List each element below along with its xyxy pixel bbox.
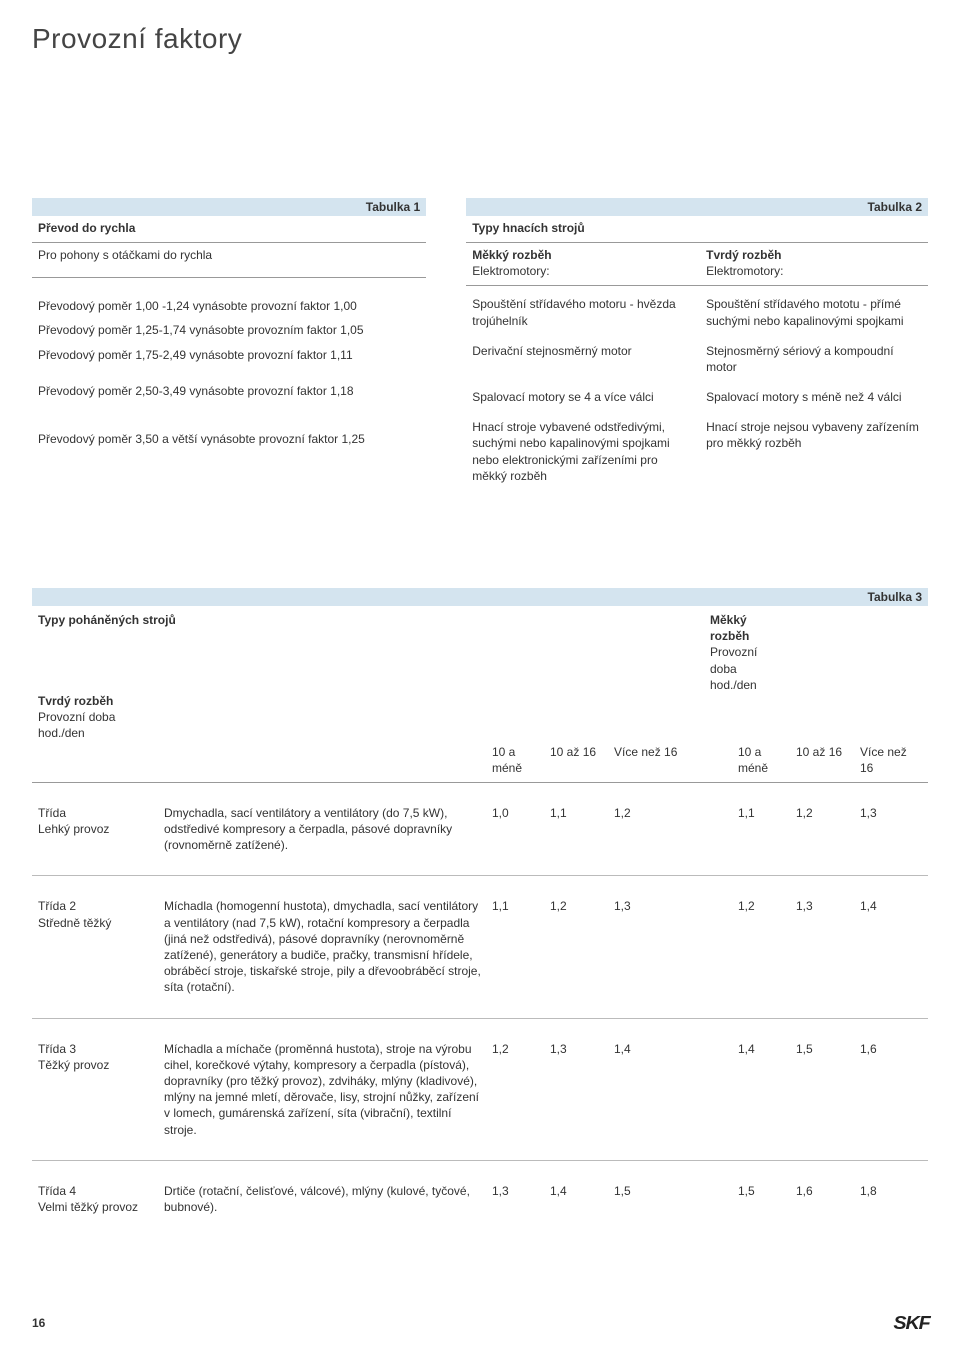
class-desc: Míchadla a míchače (proměnná hustota), s… — [164, 1041, 486, 1138]
table-2-right-sub: Elektromotory: — [706, 263, 922, 279]
table-2-cell: Derivační stejnosměrný motor — [472, 343, 688, 389]
table-2-heading: Typy hnacích strojů — [466, 216, 928, 243]
table-3-col: 10 až 16 — [796, 744, 854, 776]
table-2: Tabulka 2 Typy hnacích strojů Měkký rozb… — [466, 198, 928, 498]
table-2-right-head: Tvrdý rozběh — [706, 247, 922, 263]
cell: 1,4 — [860, 898, 922, 995]
cell: 1,2 — [550, 898, 608, 995]
cell: 1,3 — [550, 1041, 608, 1138]
table-3-soft-heading: Měkký rozběh — [710, 613, 749, 643]
class-desc: Míchadla (homogenní hustota), dmychadla,… — [164, 898, 486, 995]
cell: 1,4 — [614, 1041, 692, 1138]
table-1: Tabulka 1 Převod do rychla Pro pohony s … — [32, 198, 426, 498]
cell: 1,5 — [614, 1183, 692, 1215]
table-2-cell: Spalovací motory se 4 a více válci — [472, 389, 688, 419]
table-row: Třída 3 Těžký provoz Míchadla a míchače … — [32, 1019, 928, 1161]
class-name: Třída — [38, 805, 158, 821]
table-3-left-heading: Typy poháněných strojů — [38, 612, 510, 693]
table-1-row: Převodový poměr 1,75-2,49 vynásobte prov… — [32, 339, 426, 363]
table-row: Třída Lehký provoz Dmychadla, sací venti… — [32, 783, 928, 877]
table-row: Třída 2 Středně těžký Míchadla (homogenn… — [32, 876, 928, 1018]
cell: 1,6 — [796, 1183, 854, 1215]
cell: 1,4 — [738, 1041, 790, 1138]
table-3-col: 10 a méně — [738, 744, 790, 776]
table-2-cell: Stejnosměrný sériový a kompoudní motor — [706, 343, 922, 389]
table-2-cell: Spouštění střídavého motoru - hvězda tro… — [472, 296, 688, 342]
table-2-cell: Hnací stroje vybavené odstředivými, such… — [472, 419, 688, 498]
table-1-row: Převodový poměr 1,25-1,74 vynásobte prov… — [32, 314, 426, 338]
page-footer: 16 SKF — [32, 1311, 928, 1335]
class-desc: Drtiče (rotační, čelisťové, válcové), ml… — [164, 1183, 486, 1215]
skf-logo: SKF — [893, 1311, 929, 1335]
cell: 1,5 — [796, 1041, 854, 1138]
table-2-cell: Spalovací motory s méně než 4 válci — [706, 389, 922, 419]
cell: 1,8 — [860, 1183, 922, 1215]
cell: 1,6 — [860, 1041, 922, 1138]
class-sub: Velmi těžký provoz — [38, 1199, 158, 1215]
table-2-cell: Spouštění střídavého mototu - přímé such… — [706, 296, 922, 342]
cell: 1,1 — [550, 805, 608, 854]
table-row: Třída 4 Velmi těžký provoz Drtiče (rotač… — [32, 1161, 928, 1237]
class-desc: Dmychadla, sací ventilátory a ventilátor… — [164, 805, 486, 854]
cell: 1,5 — [738, 1183, 790, 1215]
table-2-cell: Hnací stroje nejsou vybaveny zařízením p… — [706, 419, 922, 498]
table-3-sub-heading: Provozní doba hod./den — [38, 710, 115, 740]
cell: 1,3 — [796, 898, 854, 995]
cell: 1,3 — [860, 805, 922, 854]
table-1-row: Převodový poměr 3,50 a větší vynásobte p… — [32, 423, 426, 447]
table-1-heading: Převod do rychla — [32, 216, 426, 243]
class-name: Třída 4 — [38, 1183, 158, 1199]
cell: 1,2 — [738, 898, 790, 995]
class-name: Třída 2 — [38, 898, 158, 914]
table-3-label: Tabulka 3 — [32, 588, 928, 606]
table-2-left-sub: Elektromotory: — [472, 263, 688, 279]
table-3-col: Více než 16 — [860, 744, 922, 776]
table-1-subtitle: Pro pohony s otáčkami do rychla — [32, 243, 426, 278]
page-title: Provozní faktory — [32, 20, 928, 58]
table-3-col: 10 a méně — [492, 744, 544, 776]
table-1-row: Převodový poměr 2,50-3,49 vynásobte prov… — [32, 375, 426, 399]
table-3-col: Více než 16 — [614, 744, 692, 776]
table-3-col: 10 až 16 — [550, 744, 608, 776]
cell: 1,4 — [550, 1183, 608, 1215]
cell: 1,1 — [738, 805, 790, 854]
class-sub: Těžký provoz — [38, 1057, 158, 1073]
cell: 1,1 — [492, 898, 544, 995]
page-number: 16 — [32, 1315, 45, 1331]
cell: 1,2 — [796, 805, 854, 854]
class-name: Třída 3 — [38, 1041, 158, 1057]
class-sub: Středně těžký — [38, 915, 158, 931]
table-3-hard-heading: Tvrdý rozběh — [38, 694, 113, 708]
table-2-label: Tabulka 2 — [466, 198, 928, 216]
cell: 1,3 — [492, 1183, 544, 1215]
class-sub: Lehký provoz — [38, 821, 158, 837]
table-3-header: Typy poháněných strojů Měkký rozběh Prov… — [32, 606, 928, 783]
table-2-left-head: Měkký rozběh — [472, 247, 688, 263]
cell: 1,0 — [492, 805, 544, 854]
table-1-row: Převodový poměr 1,00 -1,24 vynásobte pro… — [32, 290, 426, 314]
cell: 1,2 — [614, 805, 692, 854]
table-1-label: Tabulka 1 — [32, 198, 426, 216]
cell: 1,3 — [614, 898, 692, 995]
cell: 1,2 — [492, 1041, 544, 1138]
